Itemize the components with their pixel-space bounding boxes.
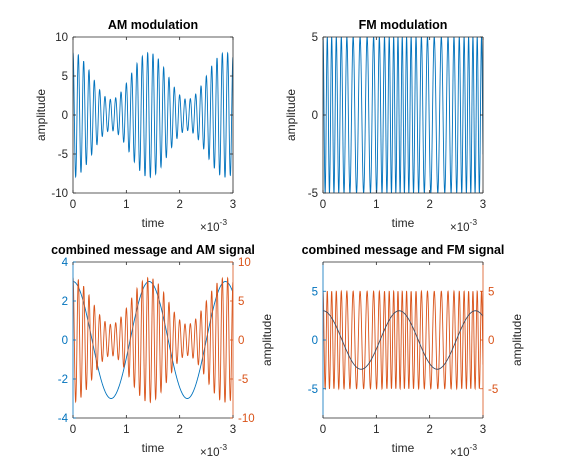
x-exponent-label: ×10-3 (200, 442, 227, 459)
x-tick-label: 2 (176, 424, 182, 436)
y-tick-label: 0 (62, 110, 68, 122)
x-tick-label: 0 (70, 424, 76, 436)
y2-tick-label: 0 (488, 335, 494, 347)
chart-1: 0 1 2 3 -10 -5 0 5 10 AM modulation time ×10-3 ampli… (34, 18, 236, 234)
y-tick-label: -4 (58, 413, 69, 425)
series-fm-1 (323, 289, 483, 391)
series-am-1 (73, 51, 233, 179)
chart-title: combined message and AM signal (51, 243, 255, 257)
x-axis-label: time (392, 441, 415, 455)
chart-title: combined message and FM signal (302, 243, 505, 257)
y-tick-label: 2 (62, 296, 68, 308)
y-tick-label: -10 (51, 188, 68, 200)
chart-4: 0 1 2 3 -5 0 5 -5 0 5 combined message and FM sign… (302, 243, 524, 459)
y2-axis-label: amplitude (260, 314, 274, 366)
y-tick-label: -5 (58, 149, 68, 161)
y-axis-label: amplitude (34, 89, 48, 141)
x-tick-label: 3 (230, 199, 236, 211)
y-tick-label: -5 (308, 188, 318, 200)
series-message-2 (323, 310, 483, 370)
x-axis-label: time (142, 216, 165, 230)
y2-tick-label: 10 (238, 257, 251, 269)
y-tick-label: 5 (312, 286, 318, 298)
x-tick-label: 3 (230, 424, 236, 436)
x-tick-label: 3 (480, 424, 486, 436)
chart-title: FM modulation (359, 18, 448, 32)
y-tick-label: 5 (62, 71, 68, 83)
x-tick-label: 0 (320, 199, 326, 211)
y2-tick-label: 5 (488, 286, 494, 298)
x-tick-label: 2 (426, 199, 432, 211)
y2-tick-label: -10 (238, 413, 255, 425)
x-tick-label: 2 (176, 199, 182, 211)
y-tick-label: 0 (312, 335, 318, 347)
y2-axis-label: amplitude (510, 314, 524, 366)
x-tick-label: 1 (373, 424, 379, 436)
y-tick-label: -2 (58, 374, 68, 386)
y-tick-label: 10 (55, 32, 68, 44)
x-tick-label: 0 (70, 199, 76, 211)
x-axis-label: time (392, 216, 415, 230)
x-exponent-label: ×10-3 (200, 217, 227, 234)
y-axis-label: amplitude (284, 89, 298, 141)
x-tick-label: 1 (123, 424, 129, 436)
x-tick-label: 1 (123, 199, 129, 211)
y2-tick-label: -5 (238, 374, 248, 386)
y2-tick-label: 0 (238, 335, 244, 347)
y-tick-label: 0 (312, 110, 318, 122)
y2-tick-label: -5 (488, 384, 498, 396)
y2-tick-label: 5 (238, 296, 244, 308)
y-tick-label: 0 (62, 335, 68, 347)
x-tick-label: 3 (480, 199, 486, 211)
x-exponent-label: ×10-3 (450, 217, 477, 234)
y-tick-label: -5 (308, 384, 318, 396)
x-exponent-label: ×10-3 (450, 442, 477, 459)
x-tick-label: 2 (426, 424, 432, 436)
x-tick-label: 0 (320, 424, 326, 436)
x-axis-label: time (142, 441, 165, 455)
series-am-2 (73, 276, 233, 404)
y-tick-label: 4 (62, 257, 69, 269)
series-fm-1 (323, 37, 483, 193)
y-tick-label: 5 (312, 32, 318, 44)
x-tick-label: 1 (373, 199, 379, 211)
chart-title: AM modulation (108, 18, 198, 32)
